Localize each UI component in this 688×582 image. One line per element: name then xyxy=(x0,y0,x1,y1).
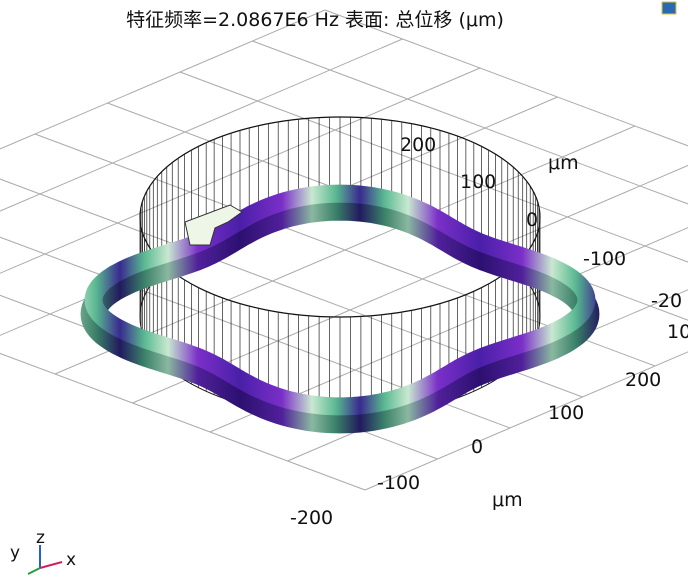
back-tick: 100 xyxy=(460,171,496,193)
grid-line xyxy=(0,352,366,491)
front-tick: 200 xyxy=(625,369,661,391)
back-tick: 200 xyxy=(400,134,436,156)
front-tick: 0 xyxy=(471,436,483,458)
triad-label: z xyxy=(36,528,45,548)
front-tick: -200 xyxy=(290,507,333,529)
grid-line xyxy=(364,351,688,491)
back-tick: 10 xyxy=(667,321,688,343)
ring xyxy=(80,184,600,434)
ring-top xyxy=(84,184,596,416)
triad: z x y xyxy=(10,528,76,575)
grid-line xyxy=(209,227,688,433)
back-tick: 0 xyxy=(526,209,538,231)
title: 特征频率=2.0867E6 Hz 表面: 总位移 (μm) xyxy=(126,9,504,31)
back-tick: -20 xyxy=(651,290,682,312)
back-tick: -100 xyxy=(583,248,626,270)
anchor xyxy=(184,204,243,246)
grid-line xyxy=(132,164,688,404)
front-tick: -100 xyxy=(377,472,420,494)
toolbar-icon[interactable] xyxy=(661,1,677,15)
triad-label: y xyxy=(10,543,20,563)
front-unit: μm xyxy=(492,489,523,511)
back-unit: μm xyxy=(548,152,579,174)
front-tick: 100 xyxy=(548,402,584,424)
triad-label: x xyxy=(66,550,76,570)
